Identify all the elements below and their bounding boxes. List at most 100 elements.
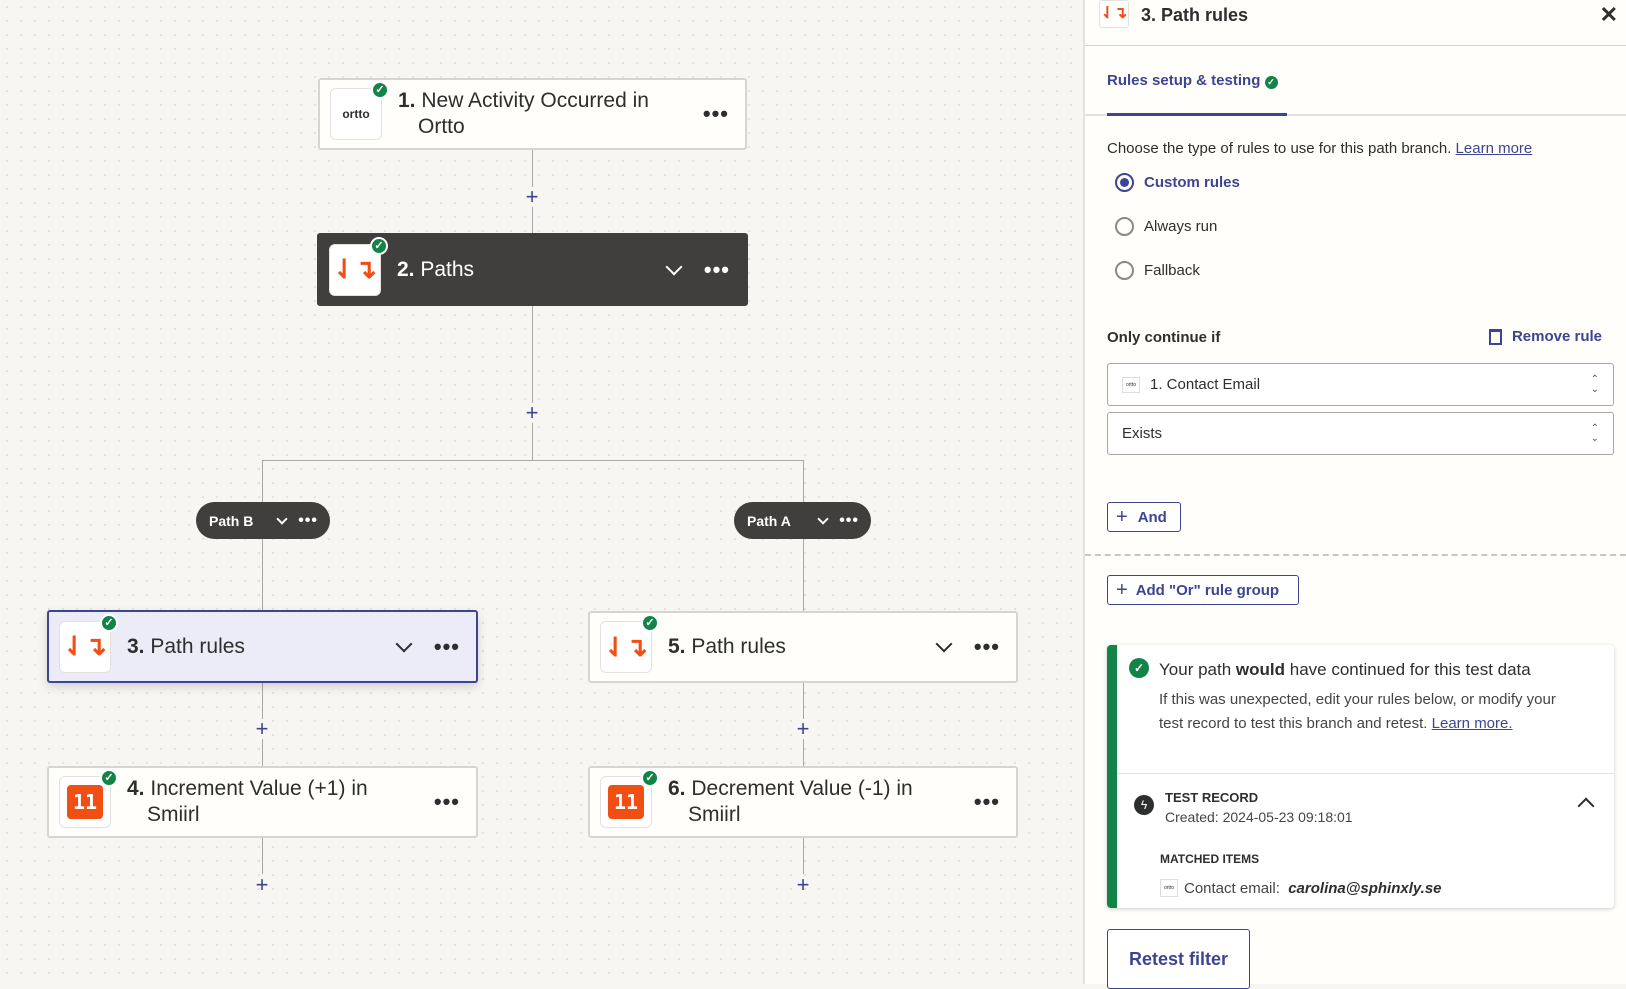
step-title: 5. Path rules [668,635,786,658]
paths-app-icon: ⇃↴ ✓ [600,614,659,673]
check-icon: ✓ [100,613,118,632]
connector [803,838,804,874]
and-button[interactable]: + And [1107,502,1181,532]
more-options-icon[interactable]: ••• [703,256,730,282]
chevron-down-icon[interactable] [395,635,413,652]
step-node-5[interactable]: ⇃↴ ✓ 5. Path rules ••• [588,611,1018,683]
chevron-down-icon[interactable] [935,635,953,653]
check-icon: ✓ [641,769,659,787]
check-icon: ✓ [100,769,118,787]
ortto-icon: ortto [1122,376,1140,393]
ortto-icon: ortto [1160,879,1178,897]
sort-arrows-icon: ⌃ ⌄ [1590,374,1599,395]
close-icon[interactable]: ✕ [1599,2,1618,27]
step-title: 2. Paths [397,257,475,281]
smiirl-logo: 11 [608,785,644,819]
step-title: 4. Increment Value (+1) in Smiirl [127,777,368,826]
chevron-up-icon[interactable] [1577,797,1595,815]
learn-more-link[interactable]: Learn more. [1431,715,1513,732]
smiirl-logo: 11 [67,785,103,819]
radio-always-run[interactable]: Always run [1115,217,1217,236]
plus-icon: + [1116,578,1128,601]
success-check-icon: ✓ [1129,658,1149,678]
path-rules-panel: ⇃↴ 3. Path rules ✕ Rules setup & testing… [1083,0,1626,989]
retest-filter-button[interactable]: Retest filter [1107,929,1250,989]
more-options-icon[interactable]: ••• [702,101,729,126]
radio-icon [1115,261,1134,280]
matched-item: ortto Contact email: carolina@sphinxly.se [1160,879,1442,897]
learn-more-link[interactable]: Learn more [1455,140,1533,157]
plus-icon: + [1116,505,1128,528]
result-body: If this was unexpected, edit your rules … [1159,691,1556,732]
connector [262,460,803,461]
check-icon: ✓ [1264,76,1278,89]
check-icon: ✓ [370,236,388,255]
paths-icon: ⇃↴ [1099,0,1129,28]
step-node-3[interactable]: ⇃↴ ✓ 3. Path rules ••• [47,610,478,683]
smiirl-app-icon: 11 ✓ [59,769,118,828]
smiirl-app-icon: 11 ✓ [600,769,659,828]
connector [532,306,533,460]
tab-rules-setup-testing[interactable]: Rules setup & testing ✓ [1107,72,1278,89]
radio-fallback[interactable]: Fallback [1115,261,1200,280]
step-node-4[interactable]: 11 ✓ 4. Increment Value (+1) in Smiirl ••• [47,766,478,838]
paths-icon: ⇃↴ [63,631,107,661]
chevron-down-icon[interactable] [817,512,829,525]
paths-icon: ⇃↴ [604,631,648,662]
lightning-icon: ϟ [1134,795,1154,815]
panel-title: 3. Path rules [1141,5,1249,25]
add-step-button[interactable]: + [793,718,813,740]
step-node-1[interactable]: ortto ✓ 1. New Activity Occurred in Ortto … [318,78,747,150]
more-options-icon[interactable]: ••• [433,633,460,659]
path-a-pill[interactable]: Path A ••• [734,502,871,539]
radio-selected-icon [1115,173,1134,192]
step-node-6[interactable]: 11 ✓ 6. Decrement Value (-1) in Smiirl ••• [588,766,1018,838]
path-label: Path B [209,512,254,529]
test-record-label: TEST RECORD [1165,790,1259,805]
check-icon: ✓ [641,614,659,632]
sort-arrows-icon: ⌃ ⌄ [1590,423,1599,444]
workflow-canvas[interactable]: + + + + + + ortto ✓ 1. New Activity Occur… [0,0,1083,984]
step-title: 1. New Activity Occurred in Ortto [398,89,649,138]
condition-select[interactable]: Exists ⌃ ⌄ [1107,412,1614,455]
add-or-rule-group-button[interactable]: + Add "Or" rule group [1107,575,1299,605]
divider [1117,773,1614,774]
add-step-button[interactable]: + [252,718,272,740]
active-tab-indicator [1107,113,1287,116]
test-result-card: ✓ Your path would have continued for thi… [1107,645,1614,908]
trash-icon [1488,328,1502,345]
add-step-button[interactable]: + [796,872,810,897]
more-options-icon[interactable]: ••• [839,511,859,529]
radio-icon [1115,217,1134,236]
check-icon: ✓ [371,81,389,99]
connector [262,838,263,874]
paths-icon: ⇃↴ [333,254,377,284]
more-options-icon[interactable]: ••• [973,634,1000,659]
step-node-2[interactable]: ⇃↴ ✓ 2. Paths ••• [317,233,748,306]
divider [1085,554,1626,556]
only-continue-if-label: Only continue if [1107,329,1221,346]
ortto-app-icon: ortto ✓ [330,81,389,140]
step-title: 6. Decrement Value (-1) in Smiirl [668,777,913,826]
chevron-down-icon[interactable] [276,512,288,525]
more-options-icon[interactable]: ••• [973,789,1000,814]
add-step-button[interactable]: + [255,872,269,897]
matched-items-label: MATCHED ITEMS [1160,852,1260,866]
created-timestamp: Created: 2024-05-23 09:18:01 [1165,809,1353,825]
paths-app-icon: ⇃↴ ✓ [329,236,388,296]
more-options-icon[interactable]: ••• [433,789,460,814]
add-step-button[interactable]: + [522,186,542,208]
chevron-down-icon[interactable] [665,258,683,275]
radio-custom-rules[interactable]: Custom rules [1115,173,1240,192]
result-heading: Your path would have continued for this … [1159,660,1531,679]
path-b-pill[interactable]: Path B ••• [196,502,330,539]
tab-divider [1085,114,1626,116]
ortto-logo: ortto [342,107,370,121]
panel-header: ⇃↴ 3. Path rules ✕ [1085,0,1626,46]
paths-app-icon: ⇃↴ ✓ [59,613,118,673]
add-step-button[interactable]: + [522,402,542,424]
remove-rule-button[interactable]: Remove rule [1488,328,1602,345]
field-select[interactable]: ortto 1. Contact Email ⌃ ⌄ [1107,363,1614,406]
step-title: 3. Path rules [127,634,245,658]
more-options-icon[interactable]: ••• [298,511,318,529]
